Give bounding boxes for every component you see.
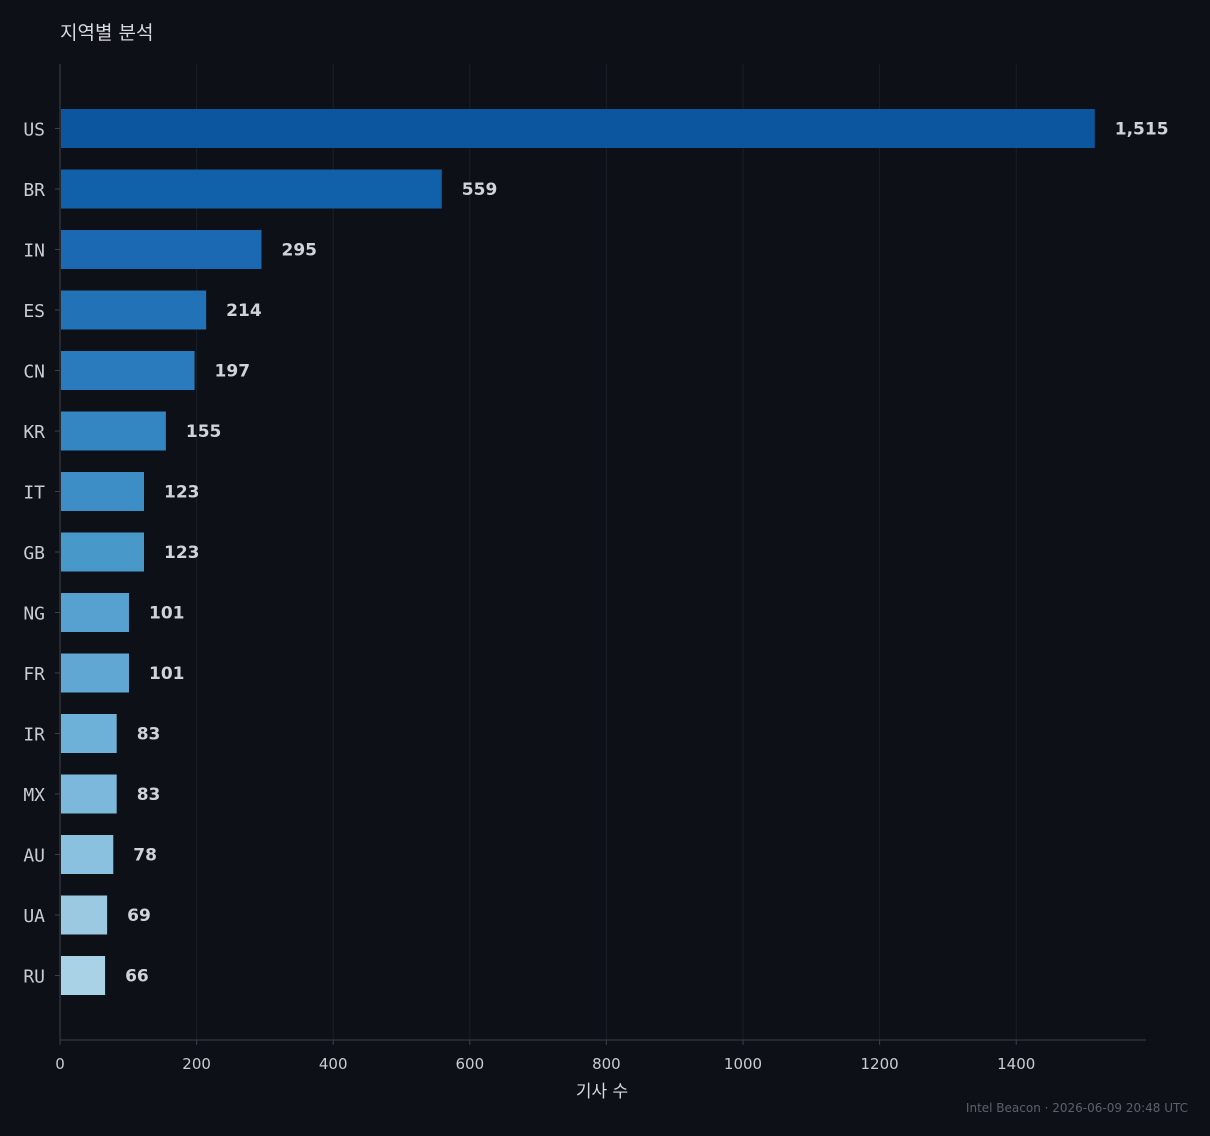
y-tick-label: KR <box>23 422 45 443</box>
bar-au <box>61 835 114 874</box>
value-label: 83 <box>137 785 161 805</box>
bar-us <box>61 109 1095 148</box>
y-tick-label: BR <box>23 180 45 201</box>
value-label: 83 <box>137 725 161 745</box>
x-tick-label: 1400 <box>997 1055 1035 1073</box>
x-tick-label: 0 <box>55 1055 65 1073</box>
bar-ir <box>61 714 117 753</box>
x-tick-label: 1200 <box>861 1055 899 1073</box>
y-tick-label: IT <box>23 483 45 504</box>
x-tick-label: 200 <box>182 1055 211 1073</box>
y-tick-label: GB <box>23 543 45 564</box>
value-label: 295 <box>281 241 317 261</box>
gridlines <box>196 64 1017 1040</box>
y-tick-label: US <box>23 120 45 141</box>
value-label: 1,515 <box>1115 120 1169 140</box>
bar-cn <box>61 351 195 390</box>
bar-in <box>61 230 262 269</box>
chart-title: 지역별 분석 <box>60 22 153 44</box>
x-tick-label: 400 <box>319 1055 348 1073</box>
bar-br <box>61 169 442 209</box>
value-label: 123 <box>164 483 200 503</box>
value-label: 197 <box>215 362 251 382</box>
x-axis-label: 기사 수 <box>576 1082 628 1102</box>
value-label: 66 <box>125 967 149 987</box>
bar-mx <box>61 774 117 814</box>
x-tick-labels: 0 200 400 600 800 1000 1200 1400 <box>55 1040 1035 1073</box>
bar-es <box>61 290 207 330</box>
y-tick-label: MX <box>23 785 45 806</box>
y-tick-label: RU <box>23 967 45 988</box>
footer-text: Intel Beacon · 2026-06-09 20:48 UTC <box>966 1101 1188 1115</box>
y-tick-label: ES <box>23 301 45 322</box>
y-tick-label: UA <box>23 906 45 927</box>
value-label: 155 <box>186 422 222 442</box>
x-tick-label: 1000 <box>724 1055 762 1073</box>
value-label: 123 <box>164 543 200 563</box>
x-tick-label: 600 <box>455 1055 484 1073</box>
value-label: 559 <box>462 180 498 200</box>
y-tick-label: IN <box>23 241 45 262</box>
value-label: 101 <box>149 604 185 624</box>
y-tick-label: FR <box>23 664 45 685</box>
x-tick-label: 800 <box>592 1055 621 1073</box>
value-label: 214 <box>226 301 262 321</box>
y-tick-label: AU <box>23 846 45 867</box>
bar-kr <box>61 411 166 451</box>
value-label: 101 <box>149 664 185 684</box>
bar-ua <box>61 895 108 935</box>
y-tick-label: NG <box>23 604 45 625</box>
y-tick-label: CN <box>23 362 45 383</box>
bar-ng <box>61 593 129 632</box>
bar-it <box>61 472 145 511</box>
value-label: 78 <box>133 846 157 866</box>
value-labels: 1,515 559 295 214 197 155 123 123 101 101 83 83 78 69… <box>125 120 1168 987</box>
bar-fr <box>61 653 129 693</box>
bar-gb <box>61 532 145 572</box>
bars-group <box>61 109 1095 995</box>
bar-ru <box>61 956 106 995</box>
y-tick-label: IR <box>23 725 45 746</box>
y-tick-labels: US BR IN ES CN KR IT GB NG FR IR MX AU UA RU <box>23 120 60 988</box>
value-label: 69 <box>127 906 151 926</box>
